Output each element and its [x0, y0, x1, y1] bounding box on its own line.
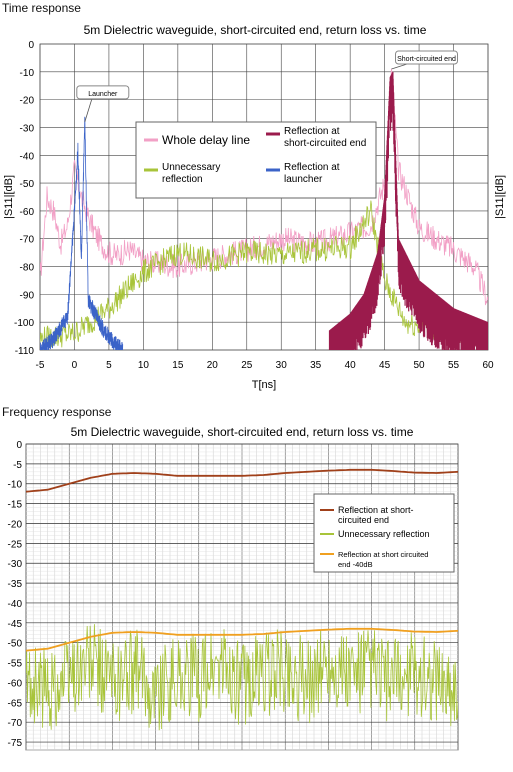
y-tick-label: -70 [8, 718, 23, 729]
annotation-label: Launcher [88, 91, 118, 98]
y-tick-label: 0 [16, 440, 22, 451]
y-tick-label: -5 [13, 460, 22, 471]
time-response-chart: 5m Dielectric waveguide, short-circuited… [3, 23, 506, 391]
annotation-leader [84, 95, 94, 123]
y-tick-label: -30 [20, 123, 35, 134]
annotation-label: Short-circuited end [397, 56, 456, 63]
y-tick-label: -100 [14, 318, 34, 329]
y-tick-label: -55 [8, 659, 23, 670]
legend-label: Reflection at [284, 126, 340, 137]
y-tick-label: -15 [8, 500, 23, 511]
x-tick-label: 30 [276, 360, 288, 371]
x-tick-label: 50 [414, 360, 426, 371]
x-tick-label: -5 [36, 360, 45, 371]
legend-label: Reflection at [284, 162, 340, 173]
x-tick-label: 60 [482, 360, 494, 371]
annotation-box [76, 85, 130, 100]
legend-label: reflection [162, 174, 203, 185]
legend-label: Unnecessary reflection [338, 529, 430, 539]
frequency-response-chart: 5m Dielectric waveguide, short-circuited… [8, 425, 459, 751]
time-response-heading: Time response [2, 1, 81, 15]
x-tick-label: 55 [448, 360, 460, 371]
y-tick-label: -30 [8, 559, 23, 570]
series-group [40, 68, 488, 350]
legend-label: short-circuited end [284, 138, 366, 149]
y-tick-label: -20 [20, 96, 35, 107]
series-line-0 [26, 468, 458, 493]
legend-label: end -40dB [338, 560, 373, 569]
series-line-2 [26, 627, 458, 652]
legend-box [135, 121, 377, 199]
y-tick-label: -10 [8, 480, 23, 491]
series-line-2 [40, 200, 488, 350]
y-tick-label: -70 [20, 235, 35, 246]
y-tick-label: -50 [20, 179, 35, 190]
y-tick-label: -90 [20, 290, 35, 301]
legend-label: Reflection at short- [338, 505, 414, 515]
legend-label: Whole delay line [162, 133, 250, 147]
series-group [26, 468, 458, 731]
x-tick-label: 0 [72, 360, 78, 371]
x-tick-label: 45 [379, 360, 391, 371]
legend-box [313, 493, 455, 573]
y-tick-label: -80 [20, 263, 35, 274]
y-tick-label: -65 [8, 698, 23, 709]
y-axis-label-right: |S11|[dB] [494, 175, 506, 219]
x-axis-label: T[ns] [252, 379, 276, 391]
x-tick-label: 20 [207, 360, 219, 371]
y-tick-label: 0 [28, 40, 34, 51]
legend-label: circuited end [338, 515, 389, 525]
x-tick-label: 40 [345, 360, 357, 371]
series-line-1 [328, 71, 488, 350]
y-tick-label: -60 [8, 678, 23, 689]
x-tick-label: 10 [138, 360, 150, 371]
y-tick-label: -45 [8, 619, 23, 630]
x-tick-label: 5 [106, 360, 112, 371]
y-tick-label: -110 [15, 346, 35, 357]
y-axis-label: |S11|[dB] [3, 175, 15, 219]
y-tick-label: -50 [8, 639, 23, 650]
frequency-response-heading: Frequency response [2, 405, 112, 419]
x-tick-label: 25 [241, 360, 253, 371]
legend-label: Unnecessary [162, 162, 220, 173]
y-tick-label: -75 [8, 738, 23, 749]
y-tick-label: -25 [8, 539, 23, 550]
y-tick-label: -40 [8, 599, 23, 610]
series-line-3 [40, 116, 124, 350]
y-tick-label: -20 [8, 519, 23, 530]
y-tick-label: -10 [20, 68, 35, 79]
x-tick-label: 35 [310, 360, 322, 371]
chart-title: 5m Dielectric waveguide, short-circuited… [84, 23, 427, 37]
annotation-box [395, 50, 459, 65]
x-tick-label: 15 [172, 360, 184, 371]
series-line-1 [26, 624, 458, 731]
chart-title: 5m Dielectric waveguide, short-circuited… [71, 425, 414, 439]
legend-label: launcher [284, 174, 323, 185]
legend-label: Reflection at short circuited [338, 550, 428, 559]
y-tick-label: -60 [20, 207, 35, 218]
y-tick-label: -40 [20, 151, 35, 162]
y-tick-label: -35 [8, 579, 23, 590]
legend: Reflection at short-circuited end Unneces… [313, 493, 455, 573]
